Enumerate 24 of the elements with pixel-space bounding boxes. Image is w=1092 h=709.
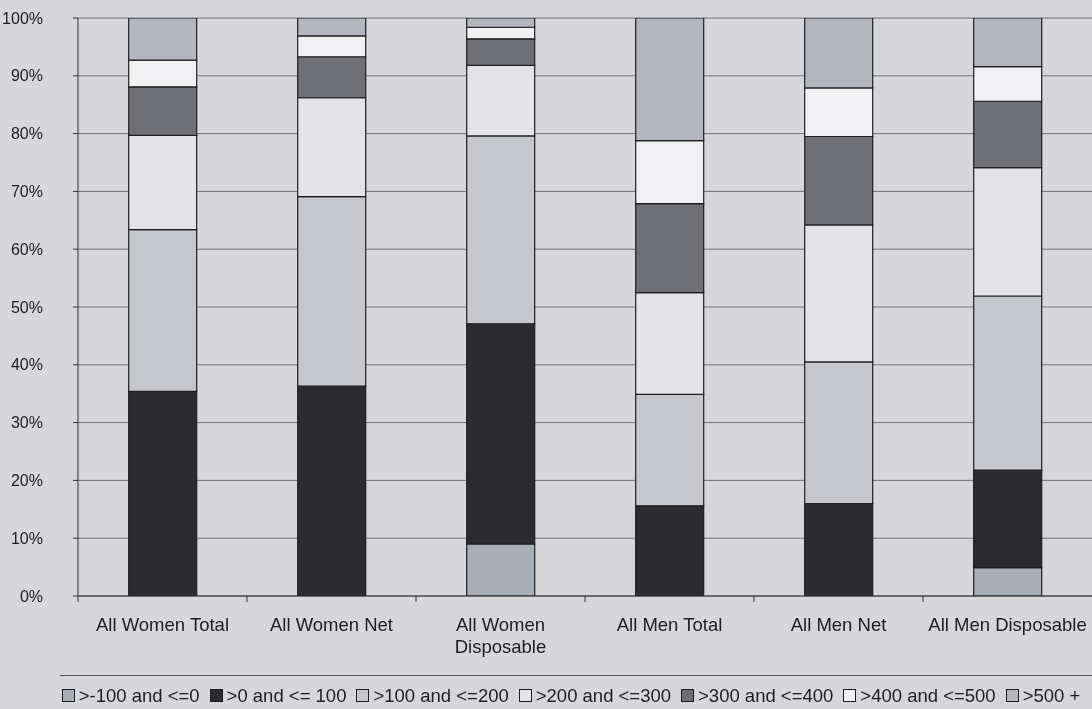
y-tick-label: 0% [19, 587, 43, 605]
y-tick-label: 80% [10, 125, 43, 143]
legend-label: >-100 and <=0 [78, 685, 200, 706]
y-tick-label: 10% [10, 529, 43, 547]
y-tick-label: 20% [10, 472, 43, 490]
x-tick-label: All Women Net [269, 613, 394, 635]
x-tick-label: All Men Disposable [928, 613, 1087, 635]
y-tick-label: 100% [2, 9, 43, 27]
y-tick-label: 30% [10, 414, 43, 432]
legend-label: >400 and <=500 [860, 685, 996, 706]
y-tick-label: 70% [10, 183, 43, 201]
legend-label: >500 + [1022, 685, 1081, 706]
legend-label: >100 and <=200 [373, 685, 509, 706]
legend-label: >0 and <= 100 [226, 685, 347, 706]
x-tick-label: All Women Total [96, 613, 229, 635]
y-tick-label: 50% [10, 298, 43, 316]
legend-label: >300 and <=400 [698, 685, 834, 706]
y-tick-label: 90% [10, 67, 43, 85]
legend-label: >200 and <=300 [535, 685, 672, 706]
x-tick-label: All Men Total [616, 613, 723, 635]
y-tick-label: 40% [10, 356, 43, 374]
y-tick-label: 60% [10, 240, 43, 258]
x-tick-label: All Women Disposable [454, 613, 547, 657]
x-tick-label: All Men Net [790, 613, 887, 635]
